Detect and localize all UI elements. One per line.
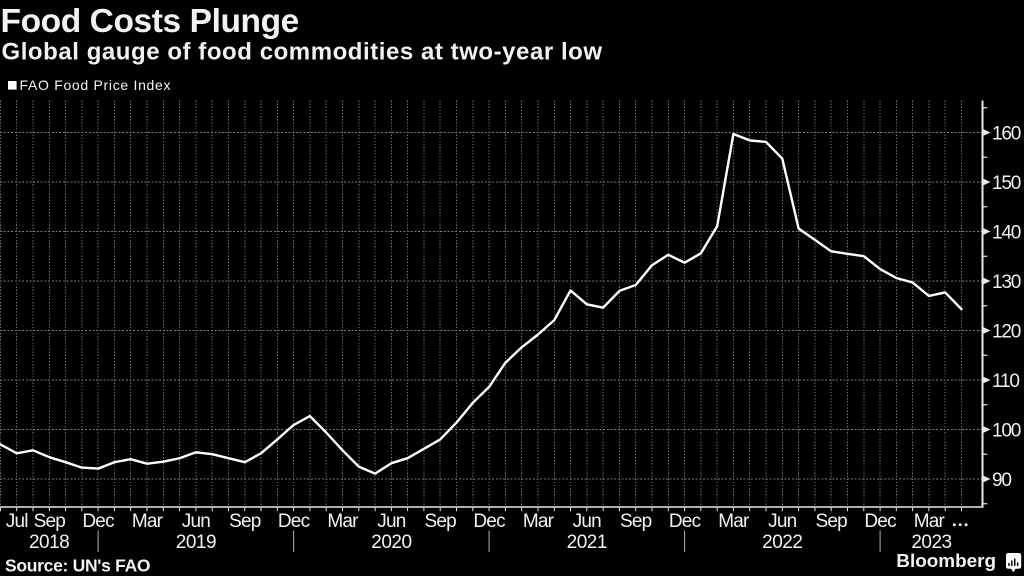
svg-text:2021: 2021 [567, 532, 607, 553]
svg-text:Mar: Mar [914, 511, 946, 532]
svg-text:130: 130 [992, 272, 1021, 293]
svg-text:Mar: Mar [327, 511, 359, 532]
svg-text:2022: 2022 [762, 532, 802, 553]
svg-text:160: 160 [992, 123, 1021, 144]
svg-text:110: 110 [992, 371, 1019, 392]
svg-text:Bloomberg: Bloomberg [896, 551, 996, 572]
svg-text:Dec: Dec [278, 511, 310, 532]
svg-text:Dec: Dec [669, 511, 701, 532]
svg-text:150: 150 [992, 173, 1021, 194]
svg-text:2019: 2019 [176, 532, 216, 553]
svg-text:Dec: Dec [864, 511, 896, 532]
svg-text:140: 140 [992, 222, 1021, 243]
svg-text:2018: 2018 [29, 532, 69, 553]
svg-text:Jun: Jun [573, 511, 601, 532]
svg-text:Jul: Jul [6, 511, 28, 532]
svg-text:Food Costs Plunge: Food Costs Plunge [1, 3, 299, 40]
svg-text:Dec: Dec [82, 511, 114, 532]
svg-text:Dec: Dec [473, 511, 505, 532]
svg-text:90: 90 [992, 470, 1011, 491]
svg-text:Jun: Jun [377, 511, 405, 532]
svg-text:Global gauge of food commoditi: Global gauge of food commodities at two-… [2, 38, 603, 65]
svg-text:Jun: Jun [182, 511, 210, 532]
svg-text:Source: UN's FAO: Source: UN's FAO [5, 556, 150, 576]
svg-text:120: 120 [992, 321, 1021, 342]
svg-text:Mar: Mar [132, 511, 164, 532]
svg-text:Sep: Sep [815, 511, 847, 532]
svg-text:Jun: Jun [768, 511, 796, 532]
svg-text:Sep: Sep [424, 511, 456, 532]
svg-text:100: 100 [992, 420, 1021, 441]
svg-text:Sep: Sep [620, 511, 652, 532]
svg-text:FAO Food Price Index: FAO Food Price Index [20, 77, 172, 93]
svg-text:Mar: Mar [523, 511, 555, 532]
svg-text:2020: 2020 [371, 532, 411, 553]
svg-text:2023: 2023 [911, 532, 951, 553]
svg-text:Mar: Mar [718, 511, 750, 532]
svg-text:Sep: Sep [229, 511, 261, 532]
svg-text:Sep: Sep [34, 511, 66, 532]
